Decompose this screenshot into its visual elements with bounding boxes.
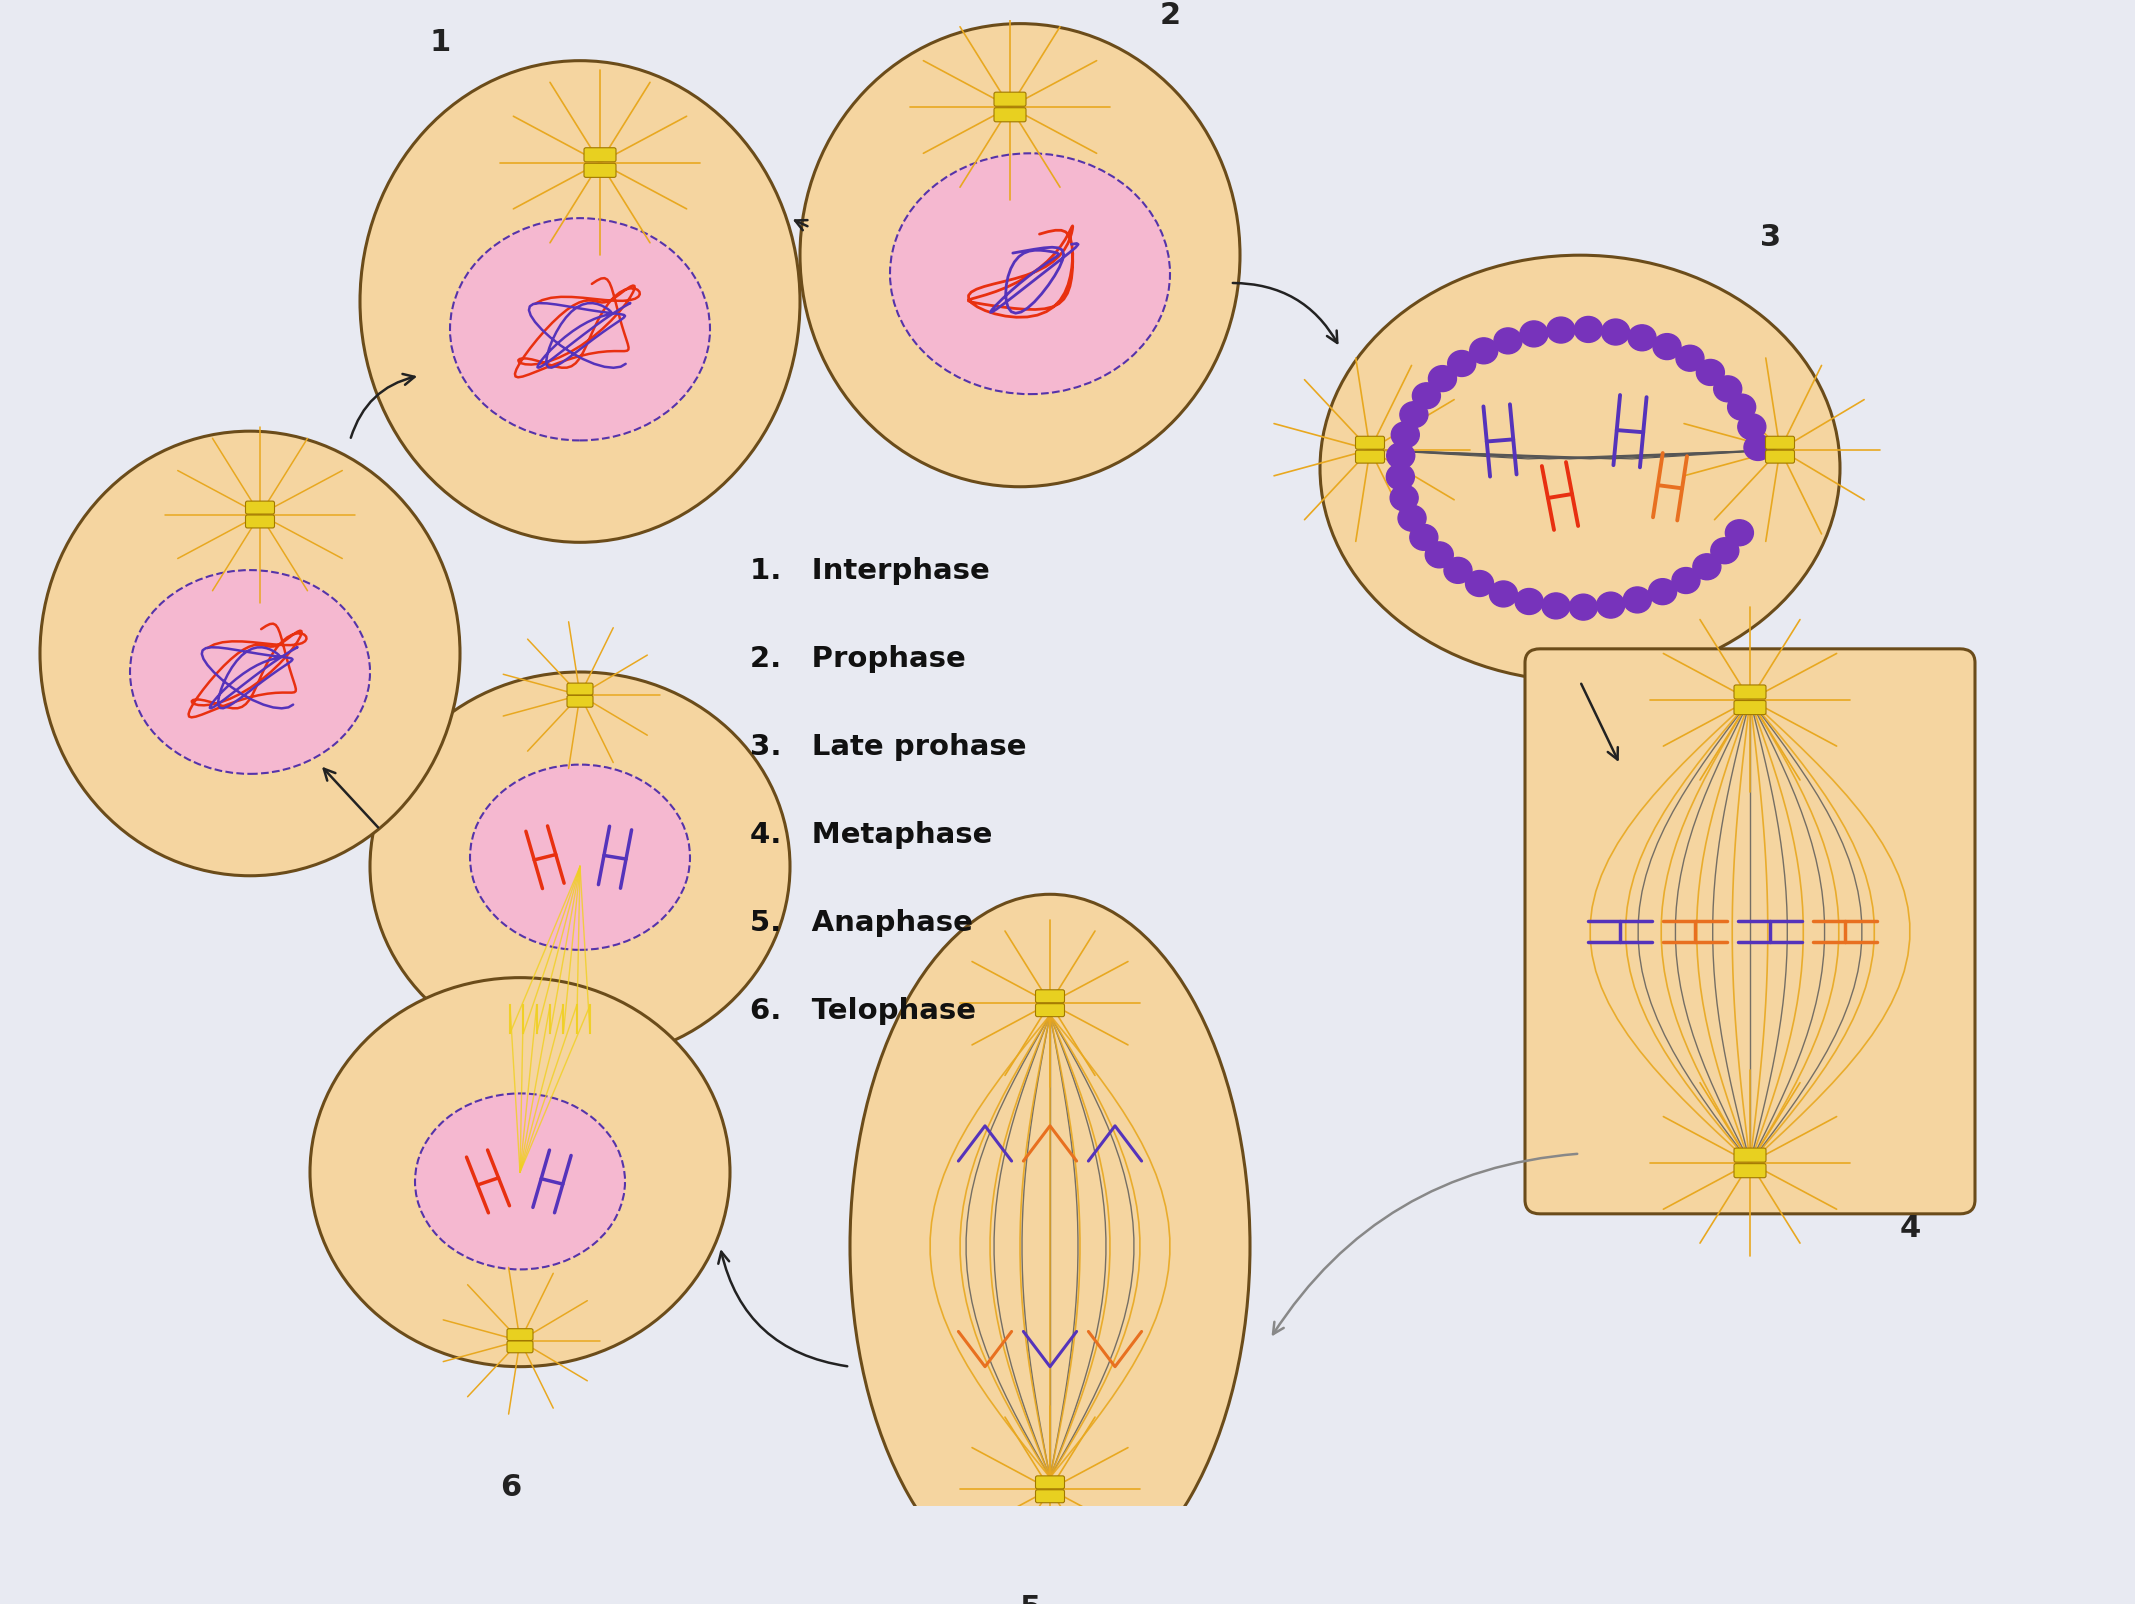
FancyBboxPatch shape: [568, 683, 594, 695]
Circle shape: [1520, 321, 1548, 346]
Circle shape: [1428, 366, 1456, 391]
Text: 4: 4: [1900, 1214, 1922, 1243]
Ellipse shape: [361, 61, 801, 542]
Circle shape: [1401, 401, 1428, 428]
Text: 5: 5: [1021, 1594, 1042, 1604]
Circle shape: [1710, 537, 1738, 563]
Ellipse shape: [850, 895, 1249, 1598]
Text: 5.   Anaphase: 5. Anaphase: [749, 909, 974, 937]
Circle shape: [1573, 316, 1603, 342]
Circle shape: [1469, 338, 1499, 364]
FancyBboxPatch shape: [1356, 451, 1383, 464]
FancyBboxPatch shape: [995, 91, 1027, 106]
Circle shape: [1676, 345, 1704, 371]
Circle shape: [1490, 581, 1518, 606]
Circle shape: [1597, 592, 1625, 618]
FancyBboxPatch shape: [1356, 436, 1383, 449]
FancyBboxPatch shape: [1766, 436, 1796, 449]
Text: 4.   Metaphase: 4. Metaphase: [749, 821, 993, 850]
FancyBboxPatch shape: [246, 515, 275, 528]
FancyBboxPatch shape: [506, 1328, 534, 1341]
Circle shape: [1548, 318, 1576, 343]
Ellipse shape: [369, 672, 790, 1060]
Text: 2.   Prophase: 2. Prophase: [749, 645, 965, 674]
Circle shape: [1693, 553, 1721, 579]
Circle shape: [1448, 351, 1475, 377]
FancyBboxPatch shape: [568, 695, 594, 707]
Circle shape: [1569, 593, 1597, 621]
Circle shape: [1386, 464, 1413, 489]
Circle shape: [1623, 587, 1650, 613]
FancyBboxPatch shape: [1035, 1476, 1065, 1489]
Text: 2: 2: [1159, 0, 1181, 29]
Ellipse shape: [450, 218, 711, 441]
Circle shape: [1727, 395, 1755, 420]
Ellipse shape: [1319, 255, 1840, 682]
Circle shape: [1494, 327, 1522, 354]
Circle shape: [1697, 359, 1725, 385]
Ellipse shape: [41, 431, 459, 876]
FancyBboxPatch shape: [585, 148, 617, 162]
Circle shape: [1714, 375, 1742, 403]
Circle shape: [1465, 571, 1494, 597]
Circle shape: [1443, 558, 1471, 584]
Circle shape: [1738, 414, 1766, 439]
Circle shape: [1392, 422, 1420, 448]
Circle shape: [1672, 568, 1699, 593]
Circle shape: [1409, 525, 1437, 550]
Circle shape: [1652, 334, 1680, 359]
FancyBboxPatch shape: [246, 500, 275, 513]
Ellipse shape: [310, 978, 730, 1367]
FancyBboxPatch shape: [1035, 1490, 1065, 1503]
FancyBboxPatch shape: [1035, 1004, 1065, 1017]
Text: 1: 1: [429, 29, 450, 58]
Circle shape: [1601, 319, 1629, 345]
Text: 1.   Interphase: 1. Interphase: [749, 557, 991, 585]
Text: 6: 6: [500, 1474, 521, 1503]
Ellipse shape: [414, 1094, 626, 1269]
Circle shape: [1648, 579, 1676, 605]
Circle shape: [1388, 443, 1416, 468]
Circle shape: [1426, 542, 1454, 568]
Text: 3: 3: [1759, 223, 1781, 252]
Ellipse shape: [470, 765, 690, 950]
Ellipse shape: [130, 569, 369, 773]
FancyBboxPatch shape: [1734, 1148, 1766, 1163]
Circle shape: [1398, 505, 1426, 531]
FancyBboxPatch shape: [1734, 685, 1766, 699]
Circle shape: [1516, 589, 1544, 614]
FancyBboxPatch shape: [1734, 701, 1766, 715]
FancyBboxPatch shape: [506, 1341, 534, 1352]
FancyBboxPatch shape: [1035, 990, 1065, 1002]
Ellipse shape: [890, 154, 1170, 395]
Text: 3.   Late prohase: 3. Late prohase: [749, 733, 1027, 762]
Circle shape: [1725, 520, 1753, 545]
FancyBboxPatch shape: [1524, 650, 1975, 1214]
FancyBboxPatch shape: [995, 107, 1027, 122]
Circle shape: [1413, 383, 1441, 409]
Circle shape: [1390, 484, 1418, 510]
Circle shape: [1629, 326, 1657, 351]
Circle shape: [1541, 593, 1569, 619]
FancyBboxPatch shape: [1734, 1163, 1766, 1177]
Circle shape: [1744, 435, 1772, 460]
FancyBboxPatch shape: [1766, 451, 1796, 464]
Text: 6.   Telophase: 6. Telophase: [749, 998, 976, 1025]
FancyBboxPatch shape: [585, 164, 617, 178]
Ellipse shape: [801, 24, 1240, 486]
